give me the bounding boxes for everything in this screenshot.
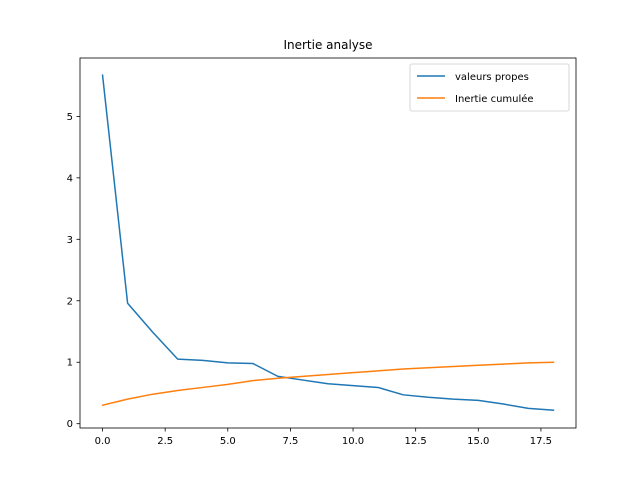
legend: valeurs propes Inertie cumulée: [409, 63, 570, 112]
series-line-valeurs-propes: [101, 74, 555, 411]
x-tick-label: 2.5: [157, 436, 173, 447]
plot-frame: [79, 57, 577, 429]
x-tick-label: 12.5: [405, 436, 427, 447]
x-tick-label: 5.0: [220, 436, 236, 447]
y-tick-label: 2: [67, 296, 73, 307]
y-tick-label: 3: [67, 235, 73, 246]
legend-label-valeurs-propes: valeurs propes: [455, 72, 529, 83]
x-tick-label: 7.5: [282, 436, 298, 447]
series-layer: [101, 74, 555, 411]
y-tick-label: 4: [67, 173, 73, 184]
legend-box: [409, 63, 570, 112]
series-line-inertie-cumulee: [101, 361, 555, 407]
chart-title: Inertie analyse: [283, 38, 372, 52]
x-tick-label: 10.0: [342, 436, 364, 447]
legend-label-inertie-cumulee: Inertie cumulée: [455, 93, 534, 105]
y-tick-label: 5: [67, 112, 73, 123]
x-tick-label: 15.0: [467, 436, 489, 447]
y-axis: 0 1 2 3 4 5: [67, 112, 80, 430]
x-axis: 0.0 2.5 5.0 7.5 10.0 12.5 15.0 17.5: [95, 428, 552, 447]
y-tick-label: 0: [67, 419, 73, 430]
x-tick-label: 0.0: [95, 436, 111, 447]
y-tick-label: 1: [67, 358, 73, 369]
x-tick-label: 17.5: [530, 436, 552, 447]
